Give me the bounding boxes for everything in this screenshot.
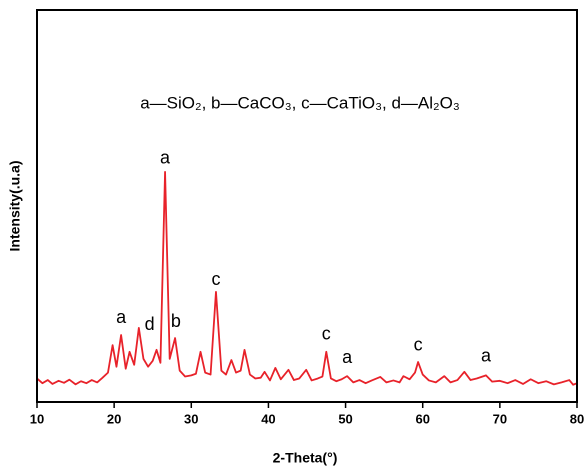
plot-frame — [36, 9, 578, 403]
peak-label: b — [171, 311, 181, 331]
x-tick-label: 50 — [338, 411, 352, 426]
y-axis-label: Intensity(.u.a) — [7, 160, 23, 251]
legend-text: a—SiO₂, b—CaCO₃, c—CaTiO₃, d—Al₂O₃ — [140, 93, 460, 112]
peak-label: a — [342, 347, 353, 367]
peak-label: d — [145, 314, 155, 334]
x-tick-label: 70 — [493, 411, 507, 426]
peak-label: a — [481, 346, 492, 366]
x-tick-label: 10 — [30, 411, 44, 426]
x-tick-label: 40 — [261, 411, 275, 426]
x-tick-label: 30 — [184, 411, 198, 426]
x-tick-label: 80 — [570, 411, 584, 426]
peak-label: c — [322, 324, 331, 344]
peak-label: a — [160, 148, 171, 168]
x-tick-label: 20 — [107, 411, 121, 426]
x-tick-label: 60 — [415, 411, 429, 426]
x-axis-label: 2-Theta(°) — [273, 450, 338, 466]
peak-label: c — [211, 269, 220, 289]
peak-label: a — [116, 307, 127, 327]
peak-label: c — [414, 335, 423, 355]
xrd-line — [36, 171, 578, 386]
